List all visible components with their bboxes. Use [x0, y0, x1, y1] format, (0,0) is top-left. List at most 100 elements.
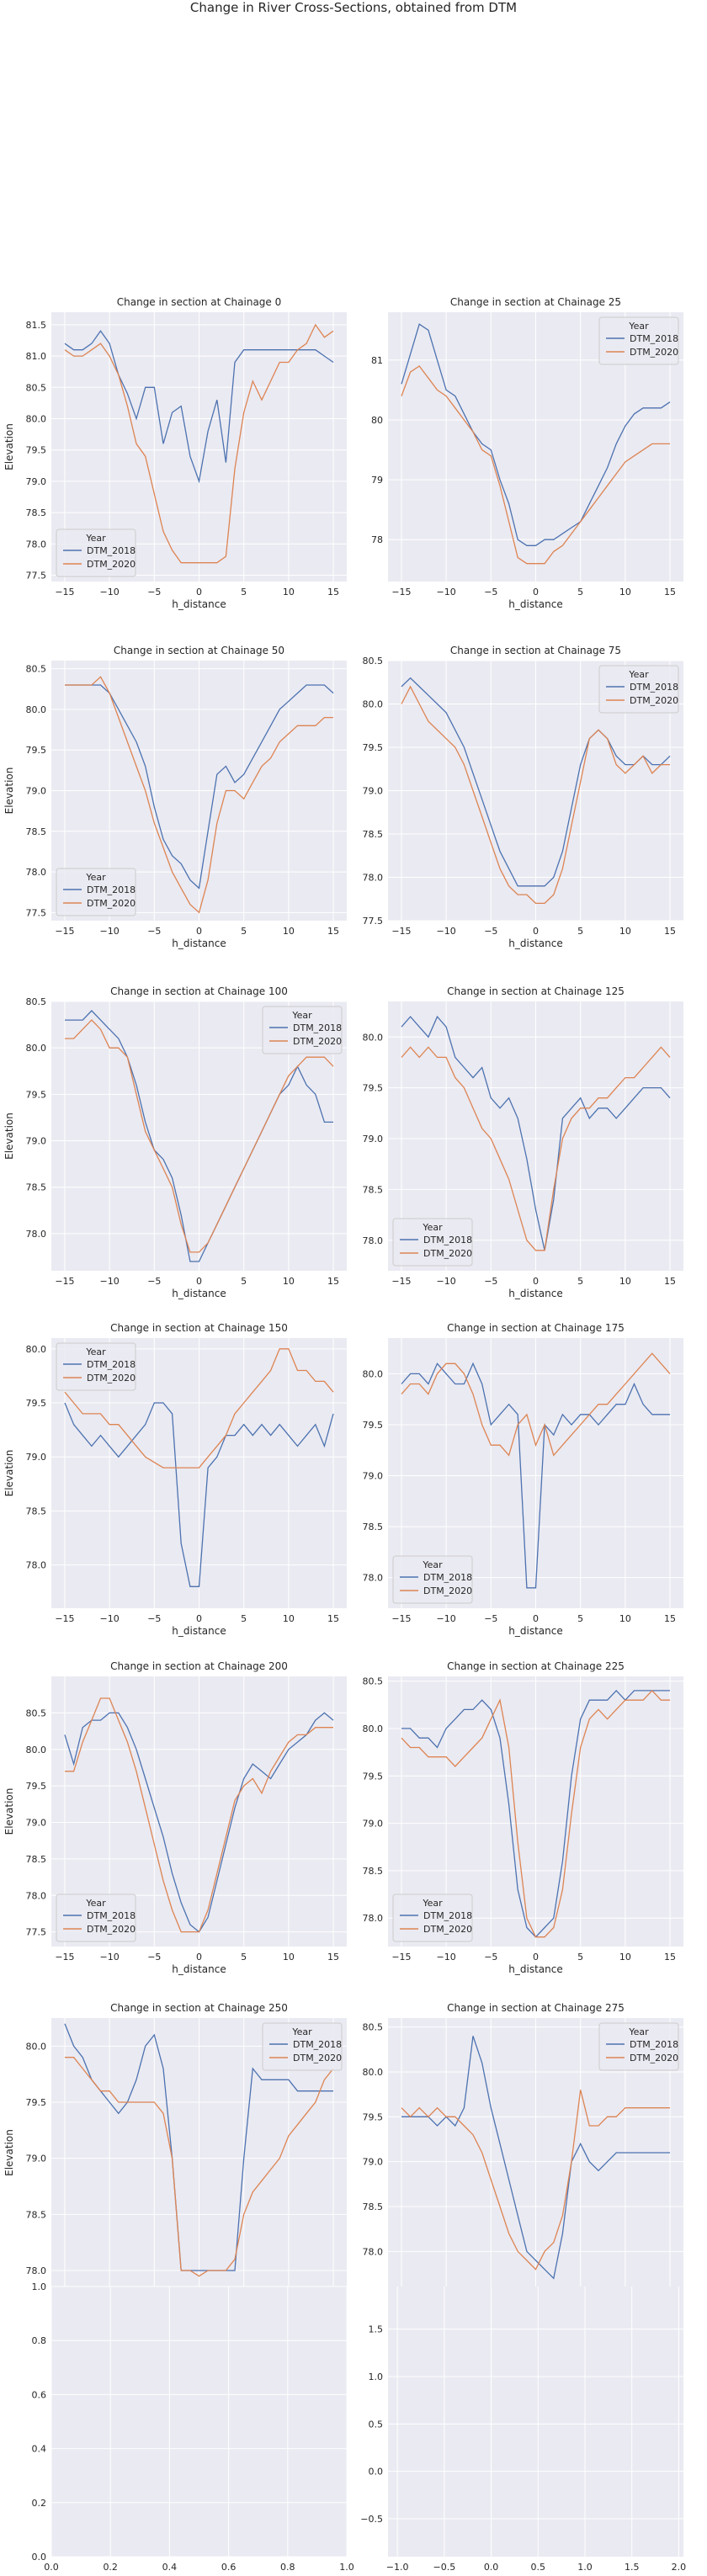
x-tick-label: 0 — [196, 1276, 202, 1287]
y-tick-label: 79.0 — [363, 2157, 384, 2168]
subplot-11: −15−10−505101578.078.579.079.580.0Change… — [3, 2002, 347, 2316]
y-tick-label: 79.5 — [26, 1398, 47, 1409]
x-tick-label: −5 — [147, 1952, 161, 1963]
x-tick-label: 0.5 — [531, 2562, 546, 2573]
y-tick-label: 79.0 — [363, 1134, 384, 1145]
y-tick-label: 79.5 — [26, 2097, 47, 2108]
y-tick-label: 80.5 — [26, 996, 47, 1007]
y-tick-label: 80 — [371, 415, 383, 426]
y-tick-label: 79.5 — [26, 1089, 47, 1100]
y-tick-label: 78.0 — [26, 539, 47, 550]
subplot-title: Change in section at Chainage 175 — [447, 1322, 625, 1334]
series-line-dtm-2020 — [401, 685, 670, 905]
x-tick-label: 10 — [283, 587, 295, 598]
series-line-dtm-2018 — [401, 677, 671, 887]
y-tick-label: 79.0 — [363, 1819, 384, 1830]
x-tick-label: 0 — [196, 1952, 202, 1963]
x-tick-label: 0 — [196, 1613, 202, 1624]
y-tick-label: 79.0 — [26, 2154, 47, 2164]
x-tick-label: 1.5 — [625, 2562, 640, 2573]
x-tick-label: 0 — [533, 587, 539, 598]
legend-title: Year — [85, 1898, 106, 1909]
x-tick-label: 0.8 — [280, 2562, 295, 2573]
y-tick-label: 78.5 — [363, 1866, 384, 1877]
legend-title: Year — [291, 1010, 312, 1021]
legend-entry: DTM_2020 — [87, 898, 136, 909]
y-tick-label: 78.5 — [363, 1522, 384, 1532]
plot-area — [51, 2287, 347, 2557]
y-tick-label: 0.5 — [369, 2419, 384, 2430]
y-tick-label: 80.0 — [363, 1032, 384, 1043]
x-tick-label: −15 — [391, 1952, 411, 1963]
y-tick-label: 78.0 — [26, 867, 47, 878]
x-tick-label: 10 — [619, 1276, 631, 1287]
subplot-12: −15−10−505101578.078.579.079.580.080.5Ch… — [363, 2002, 683, 2316]
x-tick-label: −5 — [484, 1276, 497, 1287]
y-tick-label: 1.5 — [369, 2324, 384, 2335]
x-axis-label: h_distance — [508, 598, 562, 610]
plot-area — [388, 2287, 683, 2557]
x-tick-label: 2.0 — [672, 2562, 687, 2573]
x-tick-label: −15 — [391, 1276, 411, 1287]
y-tick-label: 80.0 — [26, 704, 47, 715]
x-tick-label: −15 — [391, 926, 411, 937]
x-tick-label: 1.0 — [577, 2562, 593, 2573]
series-line-dtm-2018 — [64, 1402, 334, 1587]
series-line-dtm-2020 — [401, 365, 670, 565]
subplot-2: −15 −10 −5 0 5 10 15 78 79 80 81 Change in section … — [371, 296, 683, 610]
series-line-dtm-2020 — [65, 1019, 334, 1253]
subplot-title: Change in section at Chainage 75 — [450, 645, 621, 656]
y-tick-label: 80.0 — [26, 414, 47, 425]
x-tick-label: 10 — [619, 926, 631, 937]
x-tick-label: −5 — [484, 1952, 497, 1963]
x-axis-label: h_distance — [508, 1288, 562, 1299]
x-tick-label: 5 — [241, 587, 247, 598]
subplot-10: −15 −10 −5 0 5 10 15 78.0 78.5 79.0 79.5 80.0 80.5 Ch… — [363, 1660, 683, 1975]
x-axis-label: h_distance — [508, 937, 562, 949]
legend-box — [392, 1555, 473, 1604]
subplot-title: Change in section at Chainage 125 — [447, 985, 625, 997]
y-tick-label: 0.8 — [32, 2335, 47, 2346]
legend-entry: DTM_2020 — [293, 1036, 342, 1047]
y-tick-label: 80.0 — [26, 1344, 47, 1355]
x-tick-label: 5 — [577, 1613, 583, 1624]
x-tick-label: −10 — [437, 587, 456, 598]
legend-entry: DTM_2020 — [423, 1924, 472, 1935]
series-line-dtm-2018 — [65, 1010, 333, 1262]
x-tick-label: −10 — [100, 587, 120, 598]
x-axis-label: h_distance — [508, 1963, 562, 1975]
series-line-dtm-2018 — [401, 1015, 671, 1251]
legend-entry: DTM_2018 — [87, 884, 136, 895]
y-tick-label: 80.0 — [26, 1745, 47, 1755]
y-tick-label: 79.0 — [363, 786, 384, 797]
y-axis-label: Elevation — [3, 2129, 15, 2176]
legend-box — [56, 528, 136, 577]
x-tick-label: 15 — [664, 1276, 676, 1287]
y-tick-label: 79.5 — [26, 745, 47, 756]
y-tick-label: 78.5 — [26, 1506, 47, 1516]
legend-box — [598, 316, 679, 365]
series-line-dtm-2018 — [64, 2023, 333, 2271]
legend-box — [56, 868, 136, 916]
figure-title: Change in River Cross-Sections, obtained… — [189, 0, 518, 15]
y-tick-label: 80.0 — [363, 1368, 384, 1379]
subplot-title: Change in section at Chainage 100 — [110, 985, 288, 997]
y-tick-label: 79.5 — [26, 445, 47, 456]
y-axis-label: Elevation — [3, 1788, 15, 1835]
x-axis-label: h_distance — [172, 1288, 226, 1299]
legend-box — [598, 2022, 679, 2071]
x-tick-label: 1.0 — [339, 2562, 354, 2573]
x-tick-label: 10 — [283, 1276, 295, 1287]
subplot-title: Change in section at Chainage 150 — [110, 1322, 288, 1334]
subplot-title: Change in section at Chainage 25 — [450, 296, 621, 308]
y-tick-label: 80.5 — [363, 1676, 384, 1687]
subplot-title: Change in section at Chainage 250 — [110, 2002, 288, 2014]
subplot-8: −15 −10 −5 0 5 10 15 78.0 78.5 79.0 79.5 80.0 Change… — [363, 1322, 683, 1637]
subplot-title: Change in section at Chainage 0 — [117, 296, 282, 308]
x-tick-label: −5 — [484, 587, 497, 598]
x-tick-label: 0 — [533, 926, 539, 937]
y-tick-label: 80.5 — [26, 1708, 47, 1718]
x-tick-label: 15 — [327, 926, 339, 937]
